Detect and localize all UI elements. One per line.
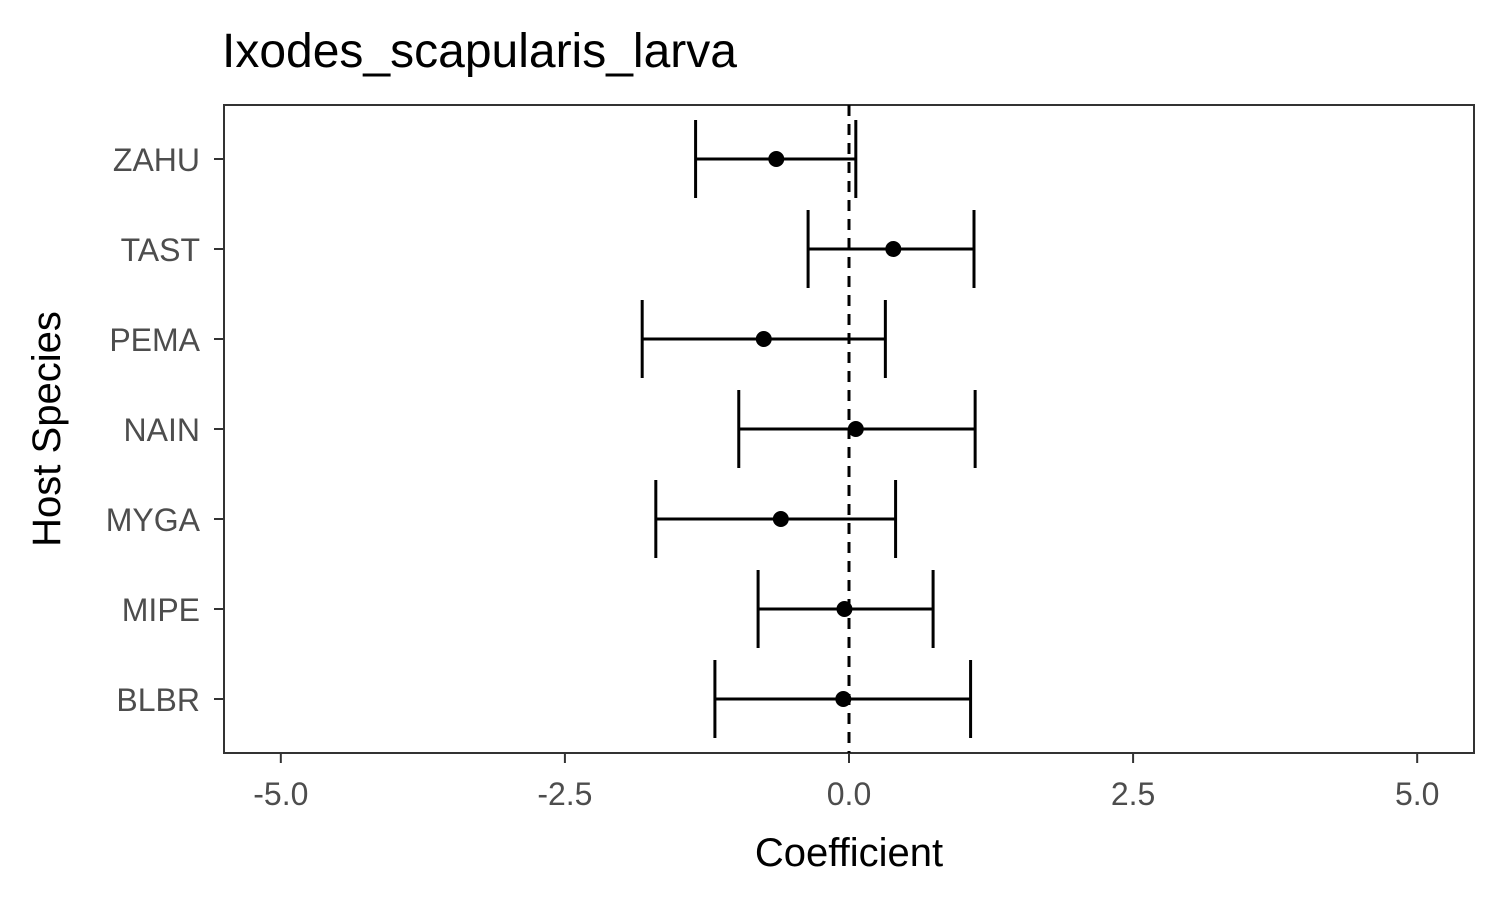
point-zahu	[768, 151, 785, 167]
y-axis-title: Host Species	[25, 311, 69, 547]
x-axis-title: Coefficient	[755, 831, 943, 875]
point-tast	[885, 241, 902, 257]
point-blbr	[835, 691, 852, 707]
y-tick-label-blbr: BLBR	[116, 682, 200, 718]
point-mipe	[836, 601, 853, 617]
y-tick-label-mipe: MIPE	[122, 592, 200, 628]
y-tick-label-tast: TAST	[121, 232, 200, 268]
errorbar-layer	[640, 120, 977, 738]
x-tick-label: 2.5	[1111, 776, 1155, 812]
y-tick-label-zahu: ZAHU	[113, 142, 200, 178]
x-axis: -5.0 -2.5 0.0 2.5 5.0	[253, 753, 1439, 812]
point-layer	[755, 151, 902, 707]
x-tick-label: -5.0	[253, 776, 308, 812]
y-tick-label-pema: PEMA	[109, 322, 200, 358]
point-pema	[755, 331, 772, 347]
x-tick-label: -2.5	[537, 776, 592, 812]
x-tick-label: 0.0	[827, 776, 871, 812]
y-axis: BLBR MIPE MYGA NAIN PEMA TAST ZAHU	[106, 142, 224, 718]
point-myga	[772, 511, 789, 527]
y-tick-label-nain: NAIN	[124, 412, 200, 448]
y-tick-label-myga: MYGA	[106, 502, 201, 538]
x-tick-label: 5.0	[1395, 776, 1439, 812]
chart-title: Ixodes_scapularis_larva	[222, 25, 737, 78]
point-nain	[847, 421, 864, 437]
